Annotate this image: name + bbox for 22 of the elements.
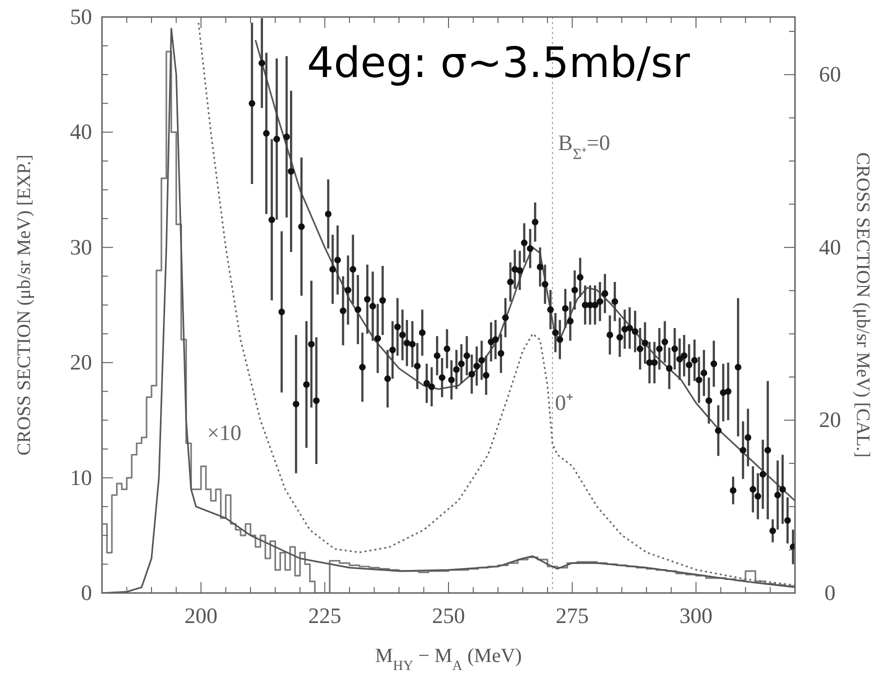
- y-tick-label: 10: [70, 464, 92, 490]
- x-tick-label: 225: [308, 603, 342, 628]
- annotation: ×10: [207, 420, 242, 445]
- y2-axis-title: CROSS SECTION (μb/sr MeV) [CAL.]: [852, 152, 873, 458]
- x-tick-label: 275: [556, 603, 589, 628]
- x-axis-title: M$_{HY}$ − M$_{A}$ (MeV): [375, 645, 522, 674]
- annotation: B$_{Σ⁺}$=0: [558, 130, 610, 162]
- y-tick-label: 30: [70, 234, 92, 260]
- annotation: 0⁺: [555, 390, 573, 415]
- y-tick-label: 20: [70, 350, 92, 375]
- y-tick-label: 40: [70, 119, 92, 144]
- y-axis-title: CROSS SECTION (μb/sr MeV) [EXP.]: [14, 154, 35, 456]
- x-tick-label: 250: [432, 603, 465, 628]
- y2-tick-label: 20: [819, 407, 841, 432]
- y2-tick-label: 60: [819, 62, 841, 87]
- y2-tick-label: 0: [824, 580, 836, 605]
- y-tick-label: 50: [70, 4, 92, 29]
- annotation: 4deg: σ~3.5mb/sr: [307, 38, 691, 87]
- y2-tick-label: 40: [819, 234, 841, 260]
- x-tick-label: 200: [184, 603, 218, 628]
- y-tick-label: 0: [81, 580, 92, 605]
- x-tick-label: 300: [680, 603, 712, 628]
